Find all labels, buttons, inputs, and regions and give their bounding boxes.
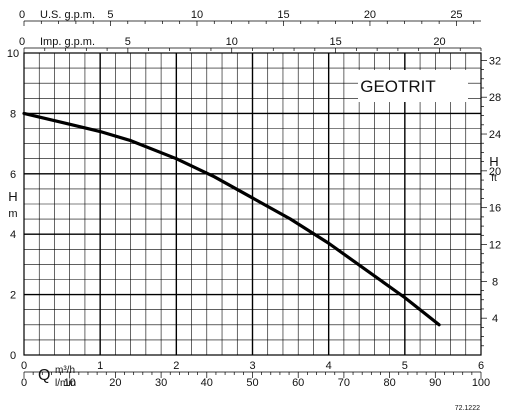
right-tick-label: 28 <box>489 92 501 104</box>
top-imp-tick-label: 0 <box>19 36 25 48</box>
q-symbol: Q <box>38 367 50 384</box>
bottom-lmin-label: l/min <box>55 378 76 389</box>
top-us-tick-label: 20 <box>364 9 376 21</box>
bottom-m3h-tick-label: 4 <box>326 360 332 372</box>
bottom-lmin-tick-label: 10 <box>64 377 76 389</box>
bottom-lmin-tick-label: 80 <box>383 377 395 389</box>
left-axis: 0 2 4 6 8 10 <box>7 48 19 362</box>
bottom-m3h-tick-label: 6 <box>478 360 484 372</box>
right-tick-label: 24 <box>489 129 501 141</box>
left-tick-label: 10 <box>7 48 19 60</box>
bottom-lmin-tick-label: 90 <box>429 377 441 389</box>
left-tick-label: 6 <box>10 169 16 181</box>
top-axis-imp: 0 5 10 15 20 <box>19 36 482 53</box>
right-axis: 4 8 12 16 20 24 28 32 <box>481 55 501 347</box>
right-tick-label: 12 <box>489 240 501 252</box>
top-us-label: U.S. g.p.m. <box>40 9 95 21</box>
figure-code: 72.1222 <box>455 405 480 412</box>
grid <box>24 53 481 355</box>
bottom-m3h-tick-label: 5 <box>402 360 408 372</box>
top-us-tick-label: 15 <box>277 9 289 21</box>
top-us-tick-label: 25 <box>450 9 462 21</box>
left-tick-label: 8 <box>10 108 16 120</box>
plot-frame <box>23 52 482 356</box>
bottom-m3h-label: m³/h <box>55 365 75 376</box>
bottom-lmin-tick-label: 50 <box>246 377 258 389</box>
right-axis-label-ft: ft <box>491 173 497 184</box>
bottom-lmin-tick-label: 40 <box>201 377 213 389</box>
top-us-tick-label: 0 <box>19 9 25 21</box>
chart-title: GEOTRIT <box>360 77 436 96</box>
right-tick-label: 4 <box>492 313 498 325</box>
series-line <box>22 111 441 327</box>
top-axis-us: 0 5 10 15 20 25 <box>19 9 481 26</box>
left-axis-label-m: m <box>8 208 17 220</box>
top-us-tick-label: 10 <box>191 9 203 21</box>
left-tick-label: 4 <box>10 229 16 241</box>
bottom-lmin-tick-label: 20 <box>109 377 121 389</box>
left-tick-label: 2 <box>10 290 16 302</box>
right-tick-label: 16 <box>489 203 501 215</box>
left-axis-label-h: H <box>8 189 17 204</box>
bottom-lmin-tick-label: 30 <box>155 377 167 389</box>
bottom-m3h-tick-label: 1 <box>97 360 103 372</box>
bottom-m3h-tick-label: 2 <box>173 360 179 372</box>
bottom-m3h-tick-label: 0 <box>21 360 27 372</box>
bottom-axis-m3h: 0 1 2 3 4 5 6 <box>21 360 484 372</box>
right-tick-label: 20 <box>489 166 501 178</box>
bottom-lmin-tick-label: 60 <box>292 377 304 389</box>
right-tick-label: 8 <box>492 276 498 288</box>
right-tick-label: 32 <box>489 55 501 67</box>
top-imp-tick-label: 20 <box>433 36 445 48</box>
bottom-lmin-tick-label: 70 <box>338 377 350 389</box>
top-imp-tick-label: 15 <box>329 36 341 48</box>
bottom-axis-lmin: 0 10 20 30 40 50 60 70 80 90 100 <box>21 371 490 389</box>
top-imp-tick-label: 10 <box>226 36 238 48</box>
top-imp-tick-label: 5 <box>125 36 131 48</box>
bottom-m3h-tick-label: 3 <box>249 360 255 372</box>
bottom-lmin-tick-label: 100 <box>472 377 490 389</box>
top-imp-label: Imp. g.p.m. <box>40 36 95 48</box>
title-box <box>358 70 468 102</box>
bottom-lmin-tick-label: 0 <box>21 377 27 389</box>
top-us-tick-label: 5 <box>107 9 113 21</box>
right-axis-label-h: H <box>489 154 498 169</box>
left-tick-label: 0 <box>10 350 16 362</box>
